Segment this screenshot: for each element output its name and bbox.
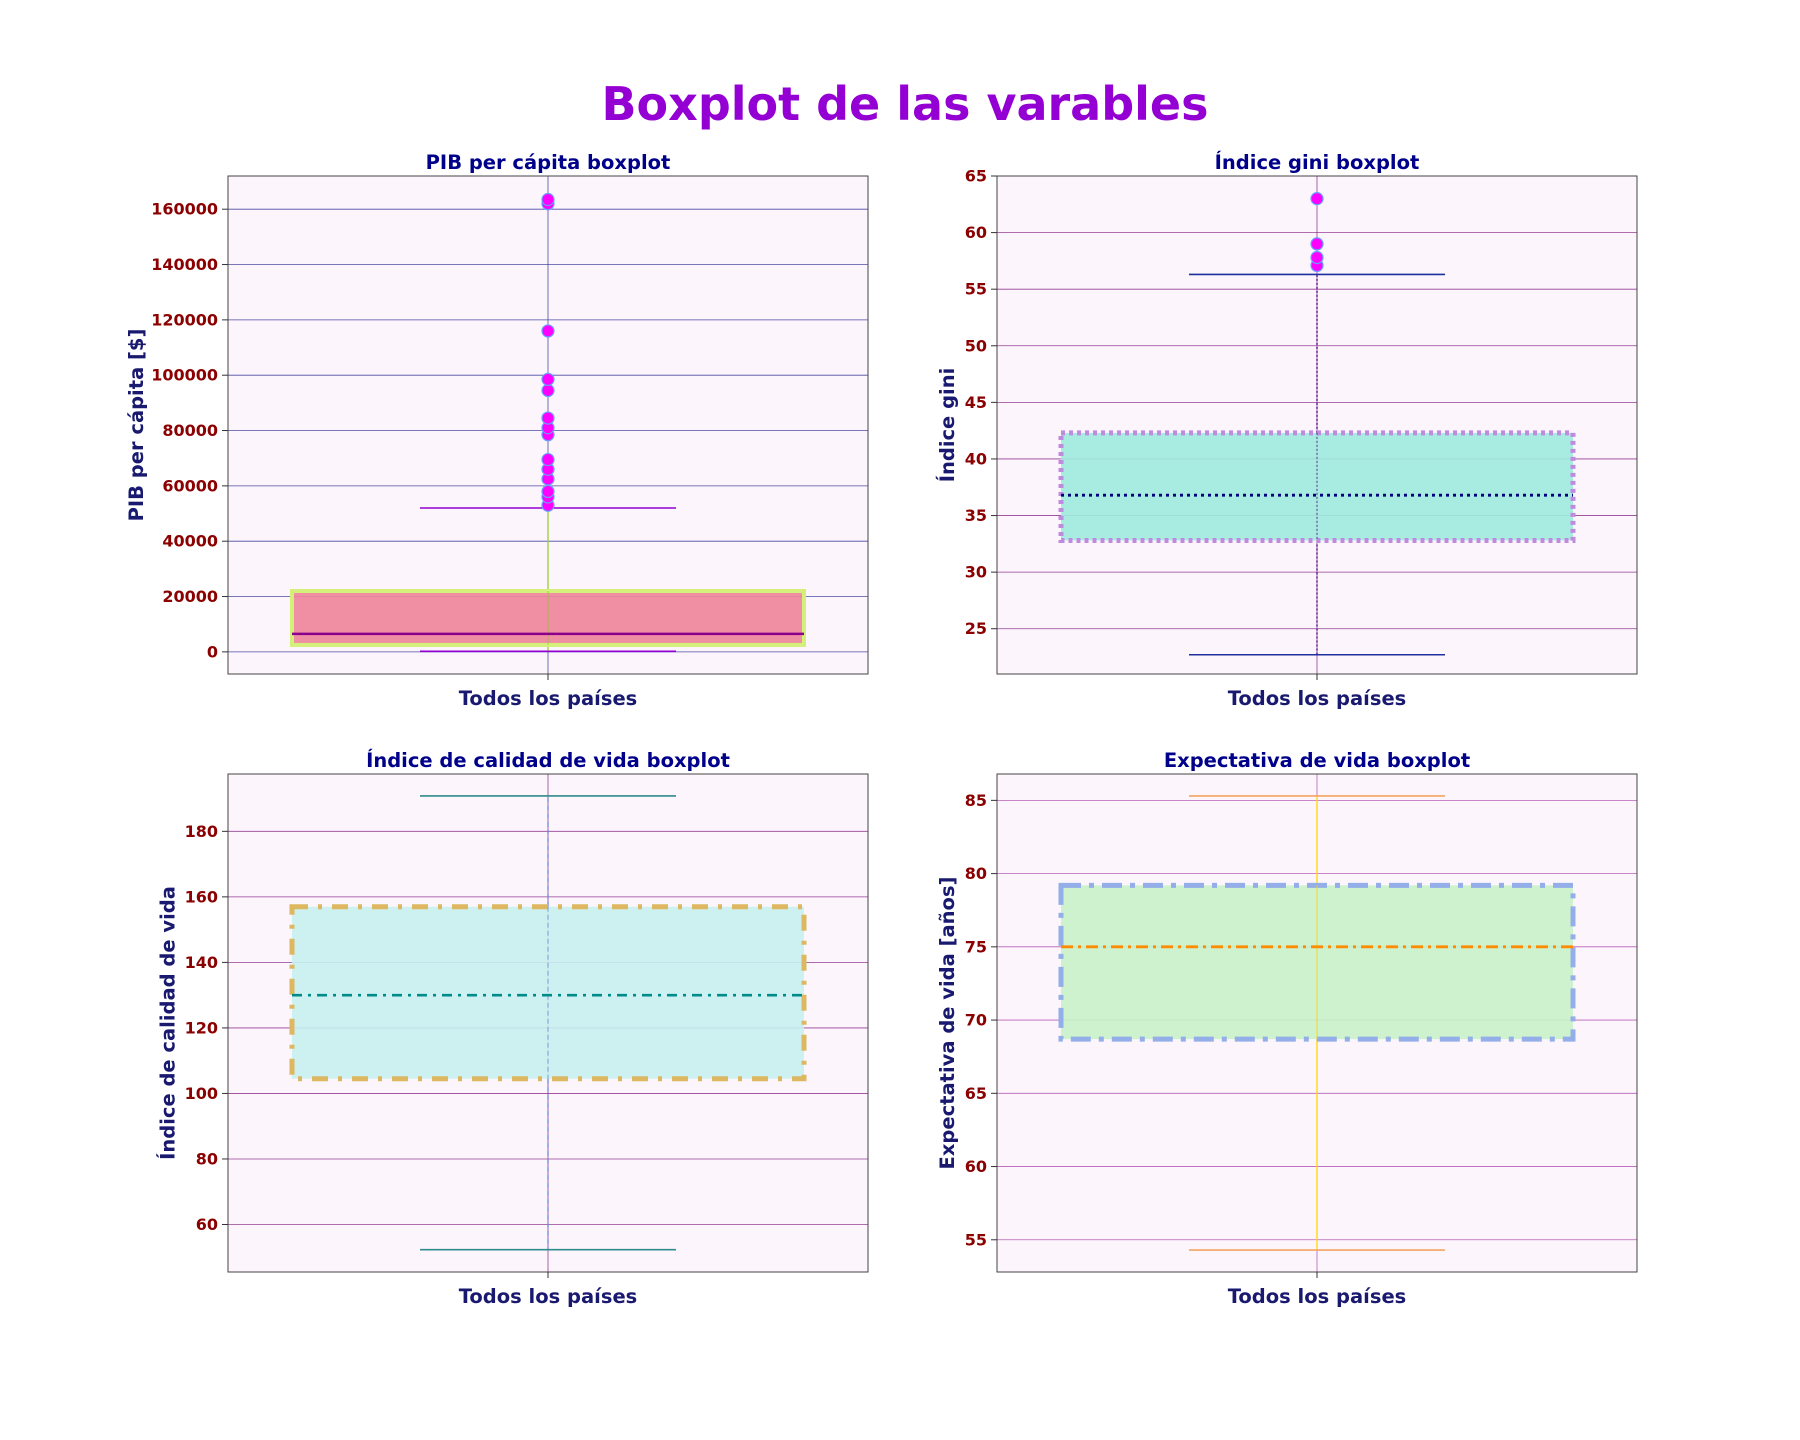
panel-2: 25 30 35 40 45 50 55 60 65 Índice gini boxplot Tod… (936, 151, 1638, 710)
panel-1-ylabel: PIB per cápita [$] (125, 329, 148, 522)
panel-3-ytick-label: 100 (185, 1084, 218, 1103)
panel-2-ylabel: Índice gini (936, 368, 959, 483)
panel-4-ytick-label: 85 (965, 791, 987, 810)
panel-4-ytick-label: 75 (965, 937, 987, 956)
panel-1-flier (541, 452, 555, 467)
panel-1-ytick-label: 0 (207, 642, 218, 661)
panel-1-flier (541, 383, 555, 398)
panel-1-flier (541, 372, 555, 386)
panel-1-xlabel: Todos los países (459, 687, 638, 710)
panel-4-ytick-label: 60 (965, 1157, 987, 1176)
panel-3-ytick-label: 80 (196, 1149, 218, 1168)
panel-2-ytick-label: 50 (965, 336, 987, 355)
panel-1-ytick-label: 80000 (162, 421, 218, 440)
panel-2-flier (1310, 192, 1324, 206)
panel-1-flier (541, 324, 555, 338)
panel-3-xlabel: Todos los países (459, 1285, 638, 1308)
panel-3: 60 80 100 120 140 160 180 Índice de calidad de … (157, 749, 869, 1308)
panel-1-ytick-label: 160000 (151, 200, 218, 219)
panel-4-ylabel: Expectativa de vida [años] (936, 877, 959, 1170)
panel-2-title: Índice gini boxplot (1215, 151, 1420, 174)
panel-4-title: Expectativa de vida boxplot (1164, 749, 1470, 772)
panel-3-ytick-label: 140 (185, 953, 218, 972)
figure-suptitle: Boxplot de las varables (601, 77, 1208, 131)
panel-4-ytick-label: 70 (965, 1011, 987, 1030)
panel-2-ytick-label: 65 (965, 167, 987, 186)
panel-2-xlabel: Todos los países (1228, 687, 1407, 710)
panel-3-title: Índice de calidad de vida boxplot (366, 749, 730, 772)
panel-3-ytick-label: 120 (185, 1018, 218, 1037)
panel-4-ytick-label: 80 (965, 864, 987, 883)
panel-3-ytick-label: 60 (196, 1215, 218, 1234)
panel-1: 0 20000 40000 60000 80000 100000 120000 140000 1… (125, 151, 869, 710)
panel-4: 55 60 65 70 75 80 85 Expectativa de vida boxplo… (936, 749, 1638, 1308)
panel-4-xlabel: Todos los países (1228, 1285, 1407, 1308)
panel-2-ytick-label: 55 (965, 280, 987, 299)
panel-2-ytick-label: 40 (965, 449, 987, 468)
panel-1-ytick-label: 140000 (151, 255, 218, 274)
panel-2-ytick-label: 45 (965, 393, 987, 412)
panel-4-ytick-label: 55 (965, 1230, 987, 1249)
panel-4-ytick-label: 65 (965, 1084, 987, 1103)
panel-1-ytick-label: 40000 (162, 532, 218, 551)
panel-1-title: PIB per cápita boxplot (426, 151, 671, 174)
panel-1-ytick-label: 60000 (162, 476, 218, 495)
panel-3-ytick-label: 160 (185, 887, 218, 906)
panel-2-ytick-label: 35 (965, 506, 987, 525)
panel-2-flier (1310, 250, 1324, 265)
panel-1-flier (541, 484, 555, 498)
panel-2-ytick-label: 30 (965, 563, 987, 582)
panel-2-ytick-label: 60 (965, 223, 987, 242)
panel-2-ytick-label: 25 (965, 619, 987, 638)
panel-1-flier (541, 192, 555, 207)
panel-3-ylabel: Índice de calidad de vida (157, 886, 180, 1160)
panel-1-ytick-label: 20000 (162, 587, 218, 606)
panel-1-flier (541, 411, 555, 425)
panel-1-ytick-label: 120000 (151, 310, 218, 329)
panel-2-flier (1310, 237, 1324, 251)
panel-1-ytick-label: 100000 (151, 366, 218, 385)
panel-3-ytick-label: 180 (185, 822, 218, 841)
